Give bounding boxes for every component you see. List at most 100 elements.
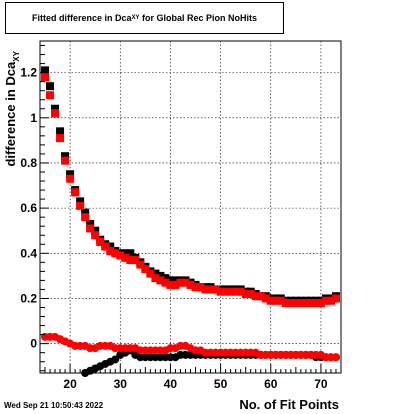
data-point-square	[226, 287, 235, 296]
data-point-square	[286, 298, 295, 307]
data-point-square	[251, 292, 260, 301]
data-point-square	[121, 249, 130, 258]
data-point-square	[231, 287, 240, 296]
data-point-square	[141, 265, 150, 274]
data-point-square	[266, 296, 275, 305]
data-point-square	[176, 278, 185, 287]
data-point-square	[151, 274, 160, 283]
data-point-square	[56, 127, 65, 136]
data-point-square	[211, 285, 220, 294]
data-point-square	[41, 66, 50, 75]
data-point-square	[271, 296, 280, 305]
data-point-square	[186, 280, 195, 289]
data-point-square	[86, 219, 95, 228]
chart-title: Fitted difference in Dca XY for Global Re…	[5, 2, 284, 34]
data-point-square	[61, 152, 70, 161]
data-point-square	[61, 156, 70, 165]
y-tick-label: 0.8	[20, 156, 37, 170]
data-point-square	[81, 208, 90, 217]
data-point-square	[111, 249, 120, 258]
y-tick-label: 1	[30, 111, 37, 125]
data-point-square	[241, 289, 250, 298]
y-axis-label: difference in DcaXY	[3, 49, 21, 169]
data-point-square	[76, 197, 85, 206]
x-tick-label: 30	[114, 377, 128, 391]
data-point-square	[191, 283, 200, 292]
data-point-square	[166, 280, 175, 289]
data-point-square	[91, 226, 100, 235]
data-point-square	[121, 253, 130, 262]
data-point-square	[246, 289, 255, 298]
data-point-square	[66, 174, 75, 183]
grid-lines	[40, 41, 341, 373]
data-point-square	[161, 278, 170, 287]
data-point-square	[96, 238, 105, 247]
data-point-square	[81, 213, 90, 222]
data-point-square	[136, 260, 145, 269]
data-point-square	[196, 283, 205, 292]
data-point-square	[116, 251, 125, 260]
y-axis-label-sub: XY	[11, 51, 21, 62]
plot-frame	[39, 40, 342, 374]
data-point-square	[331, 294, 340, 303]
timestamp: Wed Sep 21 10:50:43 2022	[4, 401, 104, 410]
data-point-square	[326, 296, 335, 305]
data-point-square	[66, 170, 75, 179]
y-axis-label-main: difference in Dca	[3, 61, 19, 167]
data-point-square	[316, 298, 325, 307]
data-point-square	[46, 91, 55, 100]
data-point-square	[171, 276, 180, 285]
data-point-square	[321, 296, 330, 305]
data-point-square	[216, 287, 225, 296]
y-tick-label: 0	[30, 337, 37, 351]
data-point-circle	[331, 353, 340, 362]
y-tick-label: 0.4	[20, 246, 37, 260]
data-point-square	[301, 298, 310, 307]
data-point-square	[156, 276, 165, 285]
y-tick-label: 0.6	[20, 201, 37, 215]
data-point-square	[106, 247, 115, 256]
data-point-square	[91, 231, 100, 240]
data-point-square	[51, 104, 60, 113]
data-point-square	[171, 280, 180, 289]
y-tick-label: 1.2	[20, 66, 37, 80]
data-point-square	[281, 298, 290, 307]
y-tick-label: 0.2	[20, 291, 37, 305]
title-main: Fitted difference in Dca	[31, 13, 132, 23]
data-point-square	[151, 269, 160, 278]
title-suffix: for Global Rec Pion NoHits	[139, 13, 258, 23]
data-point-square	[291, 298, 300, 307]
data-point-square	[256, 292, 265, 301]
data-point-square	[311, 298, 320, 307]
x-tick-label: 40	[164, 377, 178, 391]
data-point-square	[166, 276, 175, 285]
x-axis-label: No. of Fit Points	[239, 397, 339, 412]
data-point-square	[126, 249, 135, 258]
data-point-square	[76, 201, 85, 210]
data-point-square	[86, 224, 95, 233]
data-point-square	[161, 274, 170, 283]
data-point-square	[131, 256, 140, 265]
data-marks	[41, 66, 340, 377]
data-point-square	[221, 287, 230, 296]
data-point-square	[56, 134, 65, 143]
data-point-square	[156, 271, 165, 280]
data-point-square	[181, 278, 190, 287]
data-point-square	[71, 188, 80, 197]
x-tick-label: 50	[214, 377, 228, 391]
data-point-square	[306, 298, 315, 307]
data-point-square	[41, 73, 50, 82]
data-point-square	[46, 82, 55, 91]
data-point-square	[126, 256, 135, 265]
x-tick-label: 70	[314, 377, 328, 391]
data-point-square	[296, 298, 305, 307]
data-point-square	[51, 109, 60, 118]
title-sub: XY	[131, 15, 140, 21]
data-point-square	[261, 294, 270, 303]
data-point-square	[101, 242, 110, 251]
axis-ticks: 20 30 40 50 60 70 0 0.2 0.4 0.6 0.8 1 1.2	[20, 45, 342, 391]
data-point-square	[201, 285, 210, 294]
data-point-square	[206, 285, 215, 294]
data-point-square	[276, 296, 285, 305]
x-tick-label: 60	[264, 377, 278, 391]
